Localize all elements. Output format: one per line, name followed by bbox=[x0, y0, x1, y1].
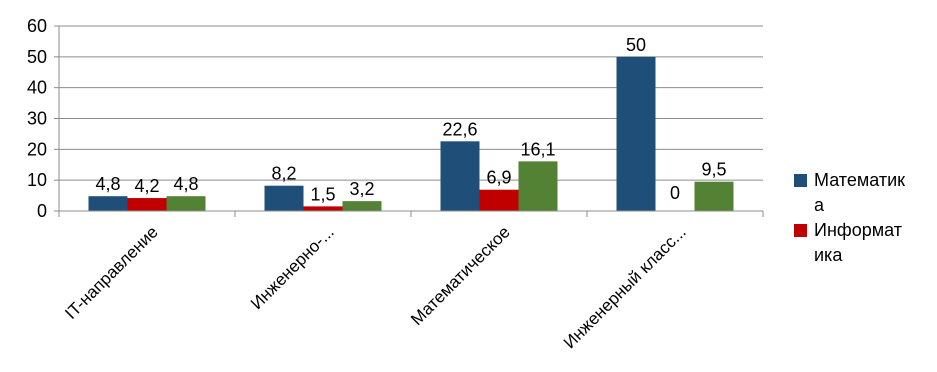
legend-swatch bbox=[794, 224, 807, 237]
data-label: 1,5 bbox=[310, 184, 335, 204]
data-label: 4,8 bbox=[95, 174, 120, 194]
bar bbox=[616, 56, 656, 212]
data-label: 8,2 bbox=[271, 164, 296, 184]
x-category-label: IT-направление bbox=[61, 222, 162, 323]
data-label: 16,1 bbox=[520, 139, 555, 159]
bar bbox=[264, 185, 304, 211]
data-label: 22,6 bbox=[442, 119, 477, 139]
bar bbox=[88, 196, 128, 211]
legend-label-line2: ика bbox=[814, 245, 843, 265]
bar bbox=[479, 189, 519, 211]
data-label: 0 bbox=[670, 183, 680, 203]
data-label: 3,2 bbox=[349, 179, 374, 199]
y-tick-label: 50 bbox=[27, 47, 47, 67]
y-tick-label: 40 bbox=[27, 78, 47, 98]
legend-label-line2: а bbox=[814, 195, 825, 215]
x-category-label: Инженерный класс... bbox=[560, 222, 690, 352]
bar bbox=[694, 181, 734, 211]
data-label: 4,2 bbox=[134, 176, 159, 196]
gridlines bbox=[59, 25, 763, 181]
data-label: 50 bbox=[626, 35, 646, 55]
y-tick-label: 0 bbox=[37, 201, 47, 221]
data-label: 4,8 bbox=[173, 174, 198, 194]
bar bbox=[166, 196, 206, 211]
bar bbox=[127, 198, 167, 211]
y-tick-label: 60 bbox=[27, 16, 47, 36]
x-category-label: Математическое bbox=[407, 222, 514, 329]
bar bbox=[342, 201, 382, 211]
bar bbox=[440, 141, 480, 211]
data-labels-layer: 4,8 4,2 4,8 8,2 1,5 3,2 22,6 6,9 16,1 50 0 9,5 bbox=[95, 35, 726, 205]
legend-label-line1: Математик bbox=[814, 170, 905, 190]
bar bbox=[303, 206, 343, 211]
data-label: 6,9 bbox=[486, 168, 511, 188]
x-category-label: Инженерно-... bbox=[247, 222, 338, 313]
bar bbox=[518, 161, 558, 211]
data-label: 9,5 bbox=[701, 160, 726, 180]
bars-layer bbox=[88, 56, 734, 212]
y-tick-label: 30 bbox=[27, 109, 47, 129]
y-tick-label: 10 bbox=[27, 170, 47, 190]
legend-swatch bbox=[794, 174, 807, 187]
legend-label-line1: Информат bbox=[814, 220, 902, 240]
y-tick-label: 20 bbox=[27, 139, 47, 159]
legend: Математик а Информат ика bbox=[794, 170, 905, 265]
